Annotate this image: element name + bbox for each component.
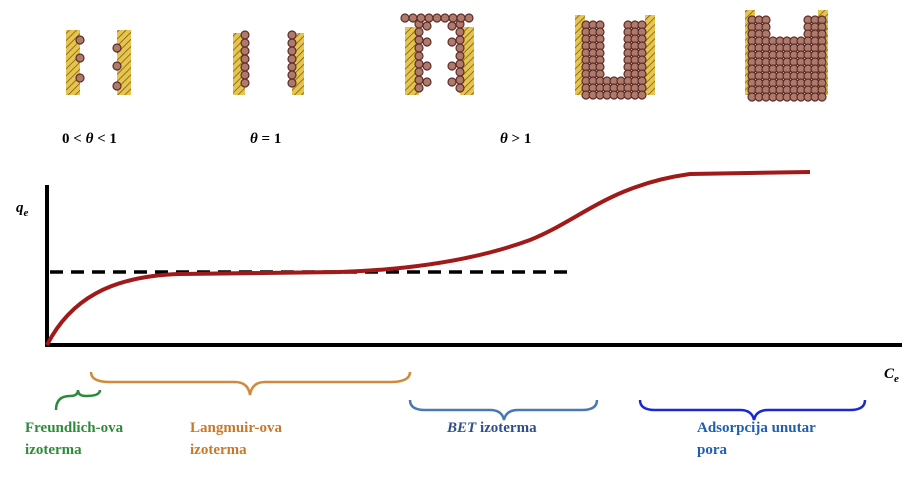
particle (414, 59, 424, 69)
coverage-label: θ > 1 (500, 131, 531, 147)
coverage-labels: 0 < θ < 1 θ = 1 θ > 1 (62, 131, 531, 147)
coverage-label: 0 < θ < 1 (62, 131, 117, 147)
particle (287, 78, 297, 88)
particle (414, 35, 424, 45)
particle (414, 51, 424, 61)
particle (287, 70, 297, 80)
particle (455, 51, 465, 61)
particle (240, 38, 250, 48)
particle (287, 62, 297, 72)
particle (447, 37, 457, 47)
particle (424, 13, 434, 23)
particle (287, 38, 297, 48)
particle (432, 13, 442, 23)
particle (455, 67, 465, 77)
coverage-label: θ = 1 (250, 131, 281, 147)
particle (287, 46, 297, 56)
particle (75, 53, 85, 63)
particle (464, 13, 474, 23)
particle (240, 30, 250, 40)
particle (414, 75, 424, 85)
particle (422, 61, 432, 71)
region-label: Adsorpcija unutar pora (697, 420, 816, 458)
particle (448, 13, 458, 23)
particle (455, 43, 465, 53)
particle (447, 77, 457, 87)
braces (54, 371, 867, 421)
isotherm-curve (45, 170, 811, 346)
pore-illustrations (66, 10, 828, 102)
particle (240, 62, 250, 72)
pore-wall (575, 15, 585, 95)
region-label: Langmuir-ova izoterma (190, 420, 282, 458)
particle (112, 81, 122, 91)
y-axis-label: qe (16, 200, 29, 219)
particle (456, 13, 466, 23)
particle (400, 13, 410, 23)
particle (414, 83, 424, 93)
particle (416, 13, 426, 23)
particle (447, 61, 457, 71)
x-axis-label: Ce (884, 366, 899, 385)
region-label: BET izoterma (446, 420, 537, 436)
particle (455, 83, 465, 93)
particle (440, 13, 450, 23)
particle (408, 13, 418, 23)
particle (75, 35, 85, 45)
particle (112, 43, 122, 53)
particle (447, 21, 457, 31)
particle (455, 59, 465, 69)
particle (414, 27, 424, 37)
particle (287, 54, 297, 64)
particle (287, 30, 297, 40)
particle (422, 77, 432, 87)
particle (817, 92, 827, 102)
particle (414, 67, 424, 77)
particle (414, 43, 424, 53)
particle (112, 61, 122, 71)
particle (240, 46, 250, 56)
particle (240, 70, 250, 80)
particle (455, 35, 465, 45)
particle (240, 78, 250, 88)
region-labels: Freundlich-ova izoterma Langmuir-ova izote… (25, 420, 816, 458)
particle (422, 37, 432, 47)
particle (455, 27, 465, 37)
region-label: Freundlich-ova izoterma (25, 420, 124, 458)
particle (75, 73, 85, 83)
pore-wall (645, 15, 655, 95)
particle (240, 54, 250, 64)
particle (637, 90, 647, 100)
particle (422, 21, 432, 31)
particle (455, 75, 465, 85)
